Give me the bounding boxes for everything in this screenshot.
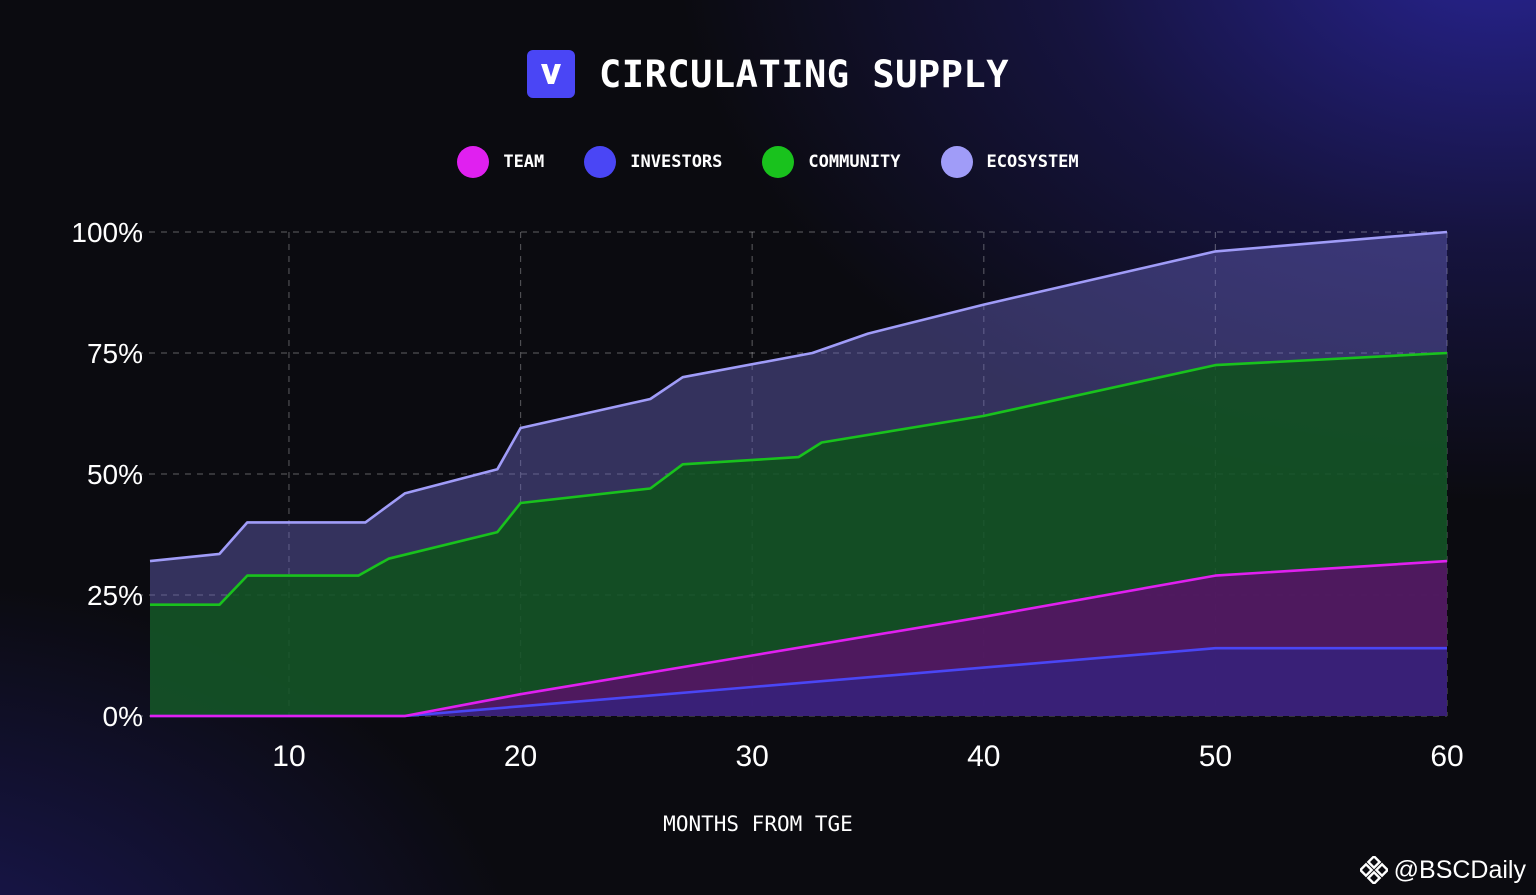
legend-item-team: TEAM <box>457 146 544 178</box>
x-axis-label: MONTHS FROM TGE <box>663 812 853 836</box>
line-community <box>150 351 1448 606</box>
chart-title: CIRCULATING SUPPLY <box>599 52 1009 96</box>
watermark: @BSCDaily <box>1359 855 1526 885</box>
legend-swatch-community <box>762 146 795 178</box>
y-tick-label: 100% <box>71 217 143 248</box>
chart-legend: TEAM INVESTORS COMMUNITY ECOSYSTEM <box>0 144 1536 180</box>
binance-logo-icon <box>1359 856 1388 884</box>
brand-logo-icon <box>527 50 576 98</box>
y-tick-label: 25% <box>87 580 143 611</box>
chart-areas <box>150 232 1447 716</box>
watermark-handle: @BSCDaily <box>1393 855 1526 884</box>
legend-item-investors: INVESTORS <box>584 146 722 178</box>
x-tick-label: 40 <box>967 740 1000 773</box>
legend-label-ecosystem: ECOSYSTEM <box>986 152 1079 172</box>
x-tick-label: 60 <box>1430 740 1463 773</box>
y-tick-label: 50% <box>87 459 143 490</box>
x-tick-label: 50 <box>1199 740 1232 773</box>
chart-lines <box>149 230 1448 718</box>
legend-swatch-team <box>457 146 490 178</box>
x-tick-label: 20 <box>504 740 537 773</box>
legend-label-team: TEAM <box>503 152 545 172</box>
legend-item-community: COMMUNITY <box>762 146 901 178</box>
y-tick-label: 75% <box>87 338 143 369</box>
area-investors <box>150 648 1447 716</box>
legend-label-community: COMMUNITY <box>808 152 901 172</box>
legend-swatch-investors <box>584 146 617 178</box>
x-tick-label: 30 <box>735 740 768 773</box>
line-ecosystem <box>149 230 1448 563</box>
legend-swatch-ecosystem <box>940 146 973 178</box>
legend-label-investors: INVESTORS <box>630 152 723 172</box>
line-team <box>150 559 1448 718</box>
y-tick-label: 0% <box>103 701 143 732</box>
chart-header: CIRCULATING SUPPLY <box>0 46 1536 102</box>
legend-item-ecosystem: ECOSYSTEM <box>940 146 1079 178</box>
axis-ticks: 0% 25% 50% 75% 100% 10 20 30 40 50 60 <box>71 217 1463 773</box>
x-tick-label: 10 <box>272 740 305 773</box>
